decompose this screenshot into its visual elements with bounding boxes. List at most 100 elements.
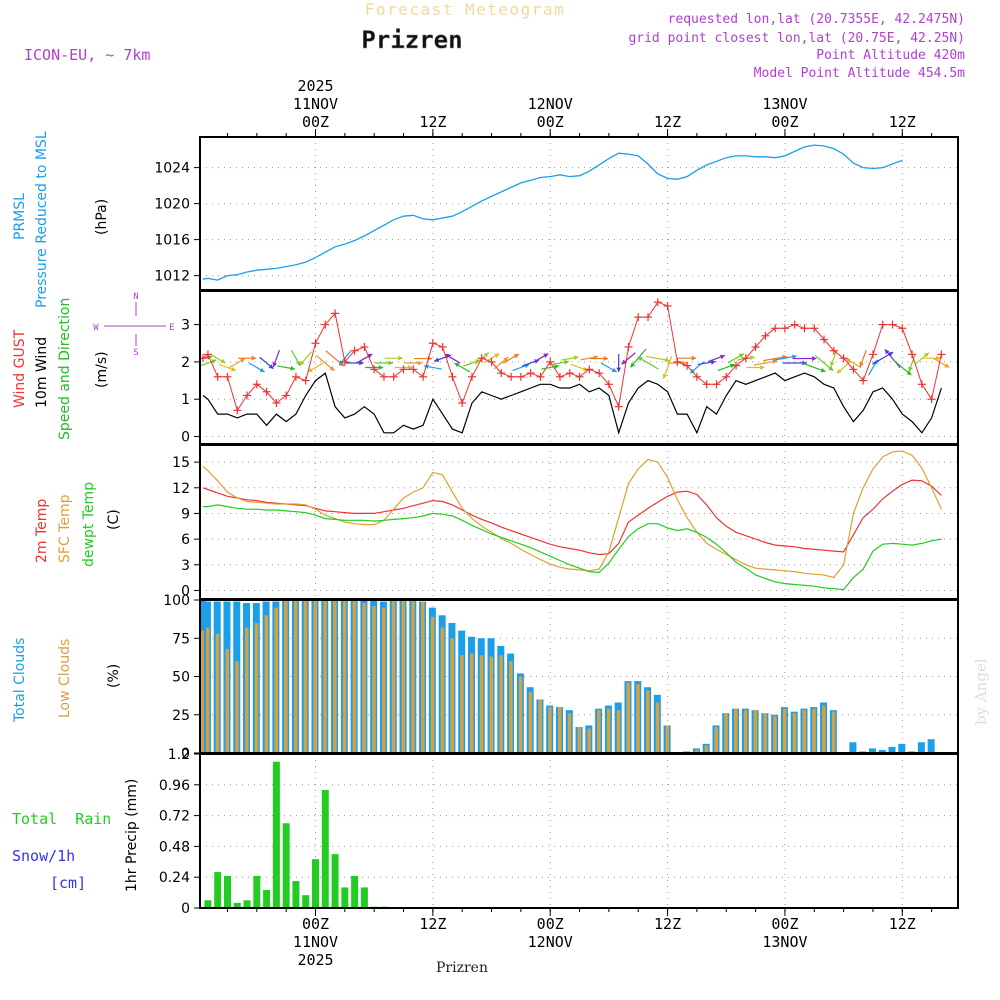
low-cloud-bar	[743, 710, 748, 753]
time-label-top-hour: 00Z	[537, 113, 564, 131]
wind-direction-arrow	[590, 356, 609, 361]
gust-marker	[497, 369, 506, 378]
wind-direction-arrow	[792, 356, 817, 361]
credit-watermark: by Angel	[972, 658, 990, 725]
panel-label-snow-unit: [cm]	[50, 874, 86, 892]
gust-marker	[419, 372, 428, 381]
panel-label-wind: 10m Wind	[34, 337, 50, 408]
gust-marker	[829, 346, 838, 355]
temp-sfc-line	[202, 450, 942, 579]
wind-direction-arrow	[884, 348, 901, 369]
panel-label-prmsl: PRMSL	[12, 193, 28, 240]
rain-bar	[282, 823, 290, 908]
gust-marker	[262, 387, 271, 396]
panel-label-total-clouds: Total Clouds	[12, 638, 28, 723]
gust-marker	[575, 372, 584, 381]
ytick-label: 3	[181, 558, 190, 574]
low-cloud-bar	[401, 600, 406, 753]
wind-direction-arrow	[859, 349, 867, 368]
low-cloud-bar	[753, 710, 758, 753]
low-cloud-bar	[479, 655, 484, 753]
low-cloud-bar	[763, 713, 767, 753]
rain-bar	[302, 895, 310, 908]
wind-direction-arrow	[678, 355, 697, 361]
gust-marker	[370, 365, 379, 374]
wind-direction-arrow	[872, 351, 894, 365]
wind-direction-arrow	[600, 362, 617, 373]
low-cloud-bar	[558, 707, 562, 753]
low-cloud-bar	[205, 627, 210, 753]
panel-2: 0 3 6 9 12 15	[172, 444, 959, 600]
wind-direction-arrow	[384, 355, 403, 361]
time-label-top-hour: 00Z	[771, 113, 798, 131]
gust-marker	[507, 372, 516, 381]
temp-2m-line	[202, 479, 942, 556]
wind-direction-arrow	[922, 355, 941, 361]
low-cloud-bar	[509, 661, 513, 753]
low-cloud-bar	[284, 600, 288, 753]
gust-marker	[790, 320, 799, 329]
panel-1: 0 1 2 3	[181, 290, 959, 446]
gust-marker	[859, 376, 868, 385]
ytick-label: 0	[181, 583, 190, 599]
gust-marker	[692, 372, 701, 381]
wind-direction-arrow	[645, 355, 670, 363]
low-cloud-bar	[597, 710, 601, 753]
wind-direction-arrow	[551, 359, 569, 366]
low-cloud-bar	[704, 745, 709, 753]
rain-bar	[351, 875, 359, 908]
gust-marker	[849, 365, 858, 374]
gust-marker	[399, 365, 408, 374]
ytick-label: 75	[172, 631, 190, 647]
panel-label-2mtemp: 2m Temp	[34, 499, 50, 563]
gust-marker	[585, 365, 594, 374]
ytick-label: 1	[181, 392, 190, 408]
low-cloud-bar	[694, 749, 699, 753]
total-cloud-bar	[898, 743, 906, 753]
time-label-top-date: 12NOV	[528, 95, 573, 113]
low-cloud-bar	[225, 648, 229, 753]
ytick-label: 25	[172, 708, 190, 724]
low-cloud-bar	[460, 655, 464, 753]
low-cloud-bar	[587, 728, 591, 753]
total-cloud-bar	[868, 748, 876, 753]
panel-label-low-clouds: Low Clouds	[57, 639, 73, 718]
compass-w: W	[93, 323, 99, 333]
ytick-label: 1012	[154, 269, 190, 285]
time-label-bottom-hour: 00Z	[302, 915, 329, 933]
low-cloud-bar	[215, 633, 220, 753]
panel-ylabel-c: (C)	[106, 509, 122, 530]
wind-direction-arrow	[209, 353, 226, 364]
wind-direction-arrow	[454, 362, 471, 373]
low-cloud-bar	[724, 713, 728, 753]
wind-direction-arrow	[892, 359, 912, 376]
wind-direction-arrow	[707, 354, 726, 363]
rain-bar	[312, 859, 319, 908]
plot-area-0	[202, 144, 903, 281]
total-cloud-bar	[888, 746, 896, 753]
ytick-label: 0.96	[159, 778, 190, 794]
wind-direction-arrow	[637, 356, 659, 370]
rain-bar	[331, 854, 339, 908]
low-cloud-bar	[430, 616, 435, 753]
low-cloud-bar	[303, 600, 308, 753]
panel-label-gust: Wind GUST	[12, 329, 28, 408]
time-label-bottom-hour: 12Z	[419, 915, 446, 933]
panel-ylabel-ms: (m/s)	[94, 351, 110, 388]
wind-direction-arrow	[914, 352, 930, 365]
low-cloud-bar	[440, 627, 445, 753]
wind-direction-arrow	[802, 362, 826, 373]
gust-marker	[340, 357, 349, 366]
wind-direction-arrow	[272, 349, 281, 368]
rain-bar	[360, 887, 368, 908]
low-cloud-bar	[616, 710, 621, 753]
wind-direction-arrow	[908, 354, 916, 372]
gust-marker	[467, 372, 476, 381]
time-label-bottom-hour: 00Z	[537, 915, 564, 933]
ytick-label: 1020	[154, 197, 190, 213]
point-altitude: Point Altitude 420m	[816, 48, 965, 63]
gust-marker	[810, 324, 819, 333]
rain-bar	[253, 875, 261, 908]
low-cloud-bar	[792, 713, 797, 753]
gust-marker	[898, 324, 907, 333]
